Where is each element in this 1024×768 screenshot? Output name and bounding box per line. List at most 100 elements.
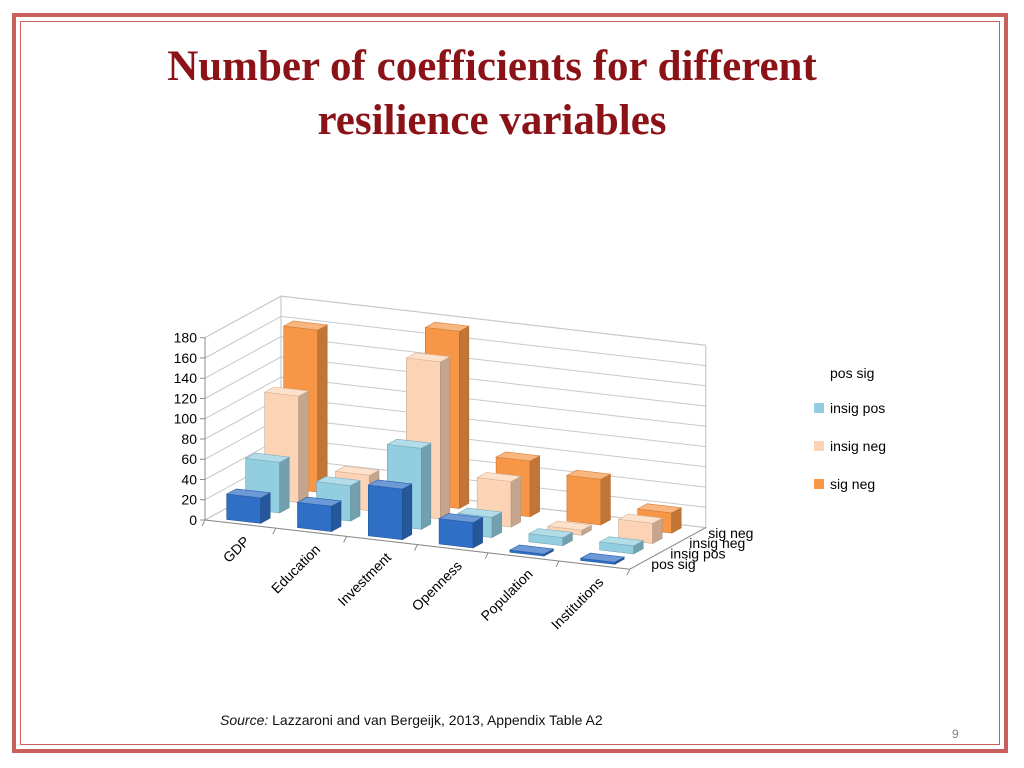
bar-side-face (529, 455, 540, 518)
bar-top-face (282, 320, 329, 331)
gridline (204, 336, 706, 387)
bar-front-face (226, 493, 262, 524)
y-tick-label: 120 (174, 390, 198, 406)
x-tick-mark (201, 519, 206, 527)
bar-insig-pos-institutions (598, 536, 645, 555)
slide-frame-outer (12, 13, 1008, 753)
bar-top-face (579, 552, 626, 563)
series-axis-label: insig pos (670, 546, 725, 562)
bar-top-face (244, 452, 291, 463)
legend-swatch (814, 403, 824, 413)
y-tick-label: 140 (174, 370, 198, 386)
x-category-label: Institutions (548, 574, 607, 633)
bar-front-face (566, 475, 602, 526)
series-axis-label: insig neg (689, 535, 745, 551)
bar-side-face (439, 356, 451, 520)
bar-side-face (298, 390, 309, 504)
bar-top-face (457, 507, 503, 518)
x-tick-mark (555, 560, 560, 568)
bar-top-face (527, 528, 574, 538)
y-tick-label: 20 (181, 492, 197, 508)
title-line-2: resilience variables (317, 97, 667, 144)
bar-top-face (386, 438, 432, 449)
bar-top-face (476, 472, 522, 482)
bar-top-face (495, 451, 541, 462)
x-category-label: Education (268, 541, 323, 596)
legend-label: sig neg (830, 476, 875, 492)
bar-top-face (225, 488, 272, 499)
series-axis-label: sig neg (708, 525, 753, 541)
bar-side-face (350, 479, 361, 522)
bar-top-face (546, 520, 593, 531)
x-category-label: Investment (334, 549, 394, 609)
bar-side-face (279, 456, 290, 514)
y-tick-label: 180 (174, 330, 198, 346)
bar-insig-neg-population (546, 520, 593, 536)
y-tick-label: 40 (181, 471, 197, 487)
bar-pos-sig-openness (438, 513, 484, 549)
bar-top-face (438, 513, 484, 523)
bars (225, 320, 683, 565)
y-tick-label: 100 (174, 411, 198, 427)
bar-side-face (600, 473, 611, 526)
bar-side-face (401, 483, 413, 541)
y-tick-label: 80 (181, 431, 197, 447)
x-tick-mark (626, 568, 631, 576)
series-axis-line (629, 527, 707, 570)
bar-side-face (458, 325, 470, 510)
legend: pos sig insig pos insig neg sig neg (814, 365, 886, 492)
title-line-1: Number of coefficients for different (167, 43, 817, 90)
bar-top-face (315, 476, 361, 487)
x-tick-mark (484, 552, 489, 560)
bar-top-face (598, 536, 645, 547)
legend-title: pos sig (830, 365, 874, 381)
bar-pos-sig-gdp (225, 488, 272, 524)
page-number: 9 (952, 727, 959, 741)
bar-pos-sig-investment (367, 479, 413, 541)
bar-top-face (565, 469, 612, 480)
y-axis: 0 20 40 60 80 100 120 140 160 180 (174, 330, 206, 528)
slide-title: Number of coefficients for different res… (60, 40, 924, 148)
y-tick-label: 160 (174, 350, 198, 366)
source-citation: Source: Lazzaroni and van Bergeijk, 2013… (220, 712, 603, 728)
source-label: Source: (220, 712, 269, 728)
y-tick-label: 60 (181, 451, 197, 467)
x-category-label: Population (478, 566, 536, 624)
slide-frame-inner (20, 21, 1000, 745)
legend-swatch (814, 441, 824, 451)
gridline (204, 295, 706, 346)
bar-side-face (510, 475, 521, 528)
legend-label: insig neg (830, 438, 886, 454)
x-category-label: Openness (408, 558, 464, 614)
bar-top-face (334, 465, 380, 476)
gridline (204, 356, 706, 407)
bar-side-face (420, 442, 432, 530)
bar-top-face (617, 513, 664, 524)
gridline (204, 315, 706, 367)
gridline (204, 376, 706, 427)
bar-pos-sig-population (508, 544, 555, 557)
bar-insig-pos-population (527, 528, 574, 547)
bar-pos-sig-education (296, 496, 342, 533)
bar-top-face (636, 503, 683, 514)
bar-pos-sig-institutions (579, 552, 626, 565)
bar-top-face (424, 321, 470, 332)
legend-swatch (814, 479, 824, 489)
y-tick-label: 0 (189, 512, 197, 528)
bar-top-face (367, 479, 413, 490)
x-category-label: GDP (220, 533, 253, 566)
bar-top-face (508, 544, 555, 555)
bar-top-face (296, 496, 342, 507)
bar-insig-neg-institutions (617, 513, 664, 545)
x-tick-mark (343, 536, 348, 543)
bar-top-face (405, 352, 451, 363)
bar-top-face (263, 386, 310, 397)
bar-sig-neg-population (565, 469, 612, 526)
bar-side-face (317, 324, 328, 493)
bar-front-face (367, 484, 403, 541)
source-text: Lazzaroni and van Bergeijk, 2013, Append… (268, 712, 603, 728)
x-tick-mark (272, 527, 277, 535)
x-tick-mark (413, 544, 418, 551)
